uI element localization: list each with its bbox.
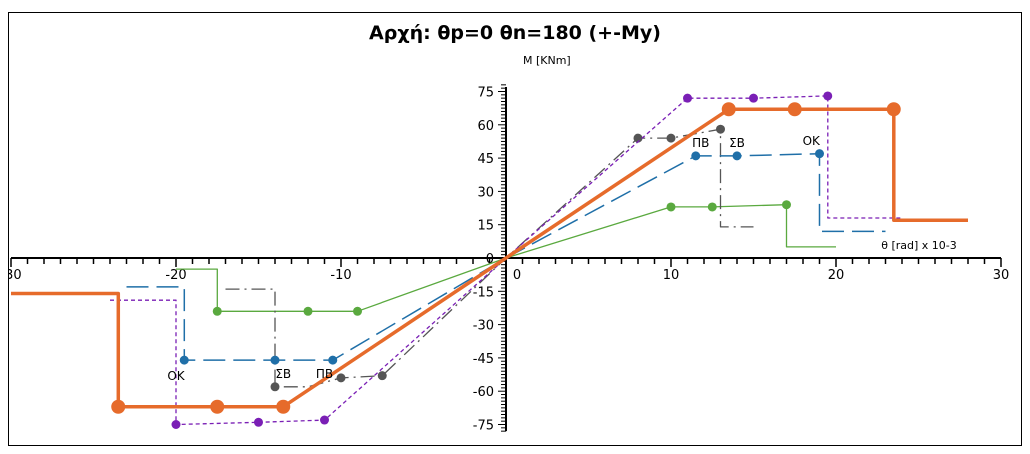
series-marker: [377, 371, 387, 381]
y-tick-label: 0: [486, 252, 494, 267]
series-marker: [732, 151, 742, 161]
point-annotation: ΣΒ: [729, 136, 745, 150]
series-marker: [276, 399, 291, 414]
series-marker: [721, 102, 736, 117]
chart-title: Αρχή: θp=0 θn=180 (+-My): [369, 22, 661, 44]
series-marker: [320, 415, 329, 425]
x-axis-label: θ [rad] x 10-3: [881, 239, 957, 252]
point-annotation: ΠΒ: [316, 367, 333, 381]
series-marker: [707, 202, 717, 212]
y-tick-label: -75: [473, 419, 494, 434]
series-marker: [633, 133, 643, 143]
y-tick-label: -30: [473, 319, 494, 334]
chart-frame: Αρχή: θp=0 θn=180 (+-My) M [KNm] θ [rad]…: [8, 12, 1022, 446]
y-tick-label: -45: [473, 352, 494, 367]
series-marker: [787, 102, 802, 117]
x-tick-label: 0: [513, 268, 521, 283]
series-marker: [691, 151, 701, 161]
series-marker: [210, 399, 225, 414]
series-marker: [749, 93, 758, 103]
series-marker: [171, 420, 181, 429]
axes: -30 -20 -10 10 20 30 0 75 60 45 30 15 -15 -30 -45 -60 -7…: [9, 84, 1010, 434]
series-marker: [328, 355, 338, 365]
series-marker: [270, 382, 280, 392]
series-marker: [666, 202, 676, 212]
y-tick-label: 60: [477, 119, 494, 134]
x-tick-label: 20: [828, 268, 845, 283]
x-tick-label: -20: [165, 268, 186, 283]
series-marker: [111, 399, 126, 414]
series-line: [225, 128, 754, 388]
y-tick-label: -60: [473, 385, 494, 400]
series-marker: [716, 124, 725, 134]
series-marker: [666, 133, 676, 143]
point-annotation: ΣΒ: [275, 367, 291, 381]
moment-rotation-chart: Αρχή: θp=0 θn=180 (+-My) M [KNm] θ [rad]…: [9, 22, 1010, 434]
series-marker: [303, 306, 313, 316]
series-marker: [212, 306, 222, 316]
x-tick-label: 10: [663, 268, 680, 283]
y-tick-label: 45: [477, 152, 494, 167]
series-marker: [353, 306, 362, 316]
y-axis-label: M [KNm]: [523, 54, 571, 67]
x-tick-label: 30: [993, 268, 1010, 283]
series-marker: [179, 355, 189, 365]
series-marker: [336, 373, 346, 383]
point-annotation: ΠΒ: [692, 136, 709, 150]
point-annotation: ΟΚ: [803, 134, 821, 148]
series-marker: [782, 200, 791, 210]
annotations-layer: ΠΒ ΣΒ ΟΚ ΟΚ ΣΒ ΠΒ: [167, 134, 821, 383]
y-tick-label: 75: [477, 86, 494, 101]
series-marker: [886, 102, 901, 117]
series-marker: [254, 417, 263, 427]
series-marker: [815, 149, 824, 159]
series-marker: [683, 93, 692, 103]
y-tick-label: 30: [477, 185, 494, 200]
y-tick-label: -15: [473, 285, 494, 300]
series-layer: [11, 91, 968, 429]
y-tick-label: 15: [477, 219, 494, 234]
x-tick-label: -10: [330, 268, 351, 283]
series-line: [11, 107, 968, 409]
series-marker: [270, 355, 280, 365]
point-annotation: ΟΚ: [167, 369, 185, 383]
x-tick-label: -30: [9, 268, 22, 283]
series-marker: [823, 91, 833, 101]
